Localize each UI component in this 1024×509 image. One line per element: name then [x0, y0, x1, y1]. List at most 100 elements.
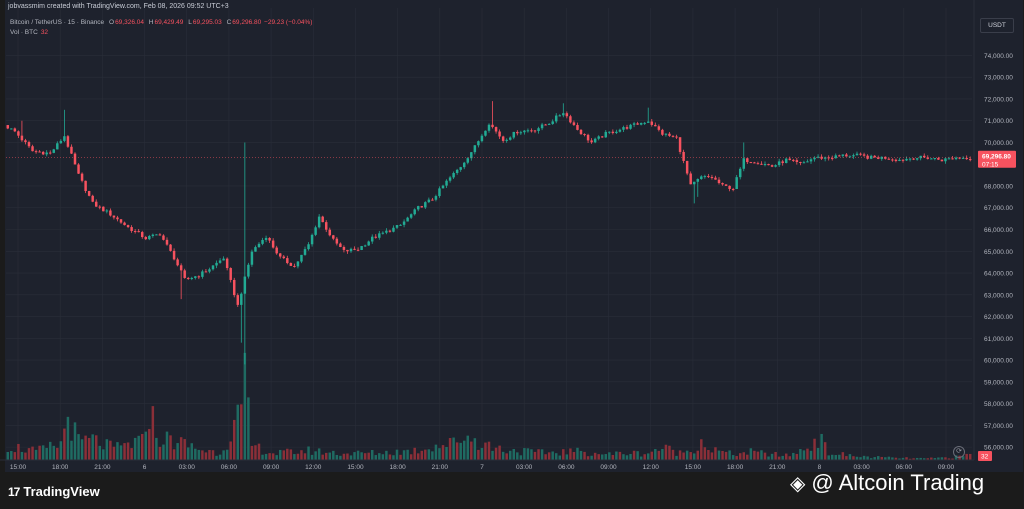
candle-body	[144, 237, 148, 240]
volume-bar	[915, 457, 919, 460]
y-tick-label: 58,000.00	[984, 401, 1013, 408]
candle-body	[45, 152, 48, 155]
y-tick-label: 73,000.00	[984, 75, 1013, 82]
candle-body	[583, 134, 586, 136]
chart-pane[interactable]	[5, 0, 1023, 472]
volume-bar	[399, 454, 402, 460]
candle-body	[494, 127, 498, 132]
candle-body	[915, 158, 919, 160]
volume-bar	[484, 442, 487, 460]
volume-bar	[201, 450, 204, 460]
candle-body	[41, 151, 45, 155]
volume-bar	[48, 441, 52, 460]
candle-body	[940, 159, 944, 162]
volume-bar	[34, 449, 38, 460]
candle-body	[523, 130, 526, 133]
candle-body	[140, 232, 144, 238]
candle-body	[392, 227, 395, 232]
candle-body	[692, 181, 696, 185]
candle-body	[661, 129, 664, 135]
candle-body	[126, 225, 130, 228]
volume-bar	[349, 455, 353, 460]
volume-bar	[186, 447, 190, 460]
volume-bar	[441, 445, 445, 460]
volume-label[interactable]: Vol · BTC	[10, 29, 38, 36]
volume-bar	[261, 454, 264, 460]
volume-bar	[855, 456, 859, 460]
volume-bar	[643, 454, 646, 460]
tradingview-logo[interactable]: 17 TradingView	[8, 484, 100, 499]
candle-body	[954, 157, 958, 160]
volume-bar	[77, 434, 80, 460]
candle-body	[922, 155, 926, 158]
candle-body	[63, 136, 66, 141]
volume-bar	[901, 457, 905, 460]
volume-bar	[332, 450, 335, 460]
candle-body	[402, 221, 406, 225]
candle-body	[349, 248, 353, 252]
candle-body	[487, 124, 491, 131]
candle-body	[353, 248, 356, 250]
y-tick-label: 72,000.00	[984, 96, 1013, 103]
volume-bar	[66, 416, 70, 460]
volume-bar	[424, 449, 427, 460]
candle-body	[834, 155, 838, 159]
chart-credit: jobvassmim created with TradingView.com,…	[8, 3, 229, 10]
volume-bar	[123, 443, 126, 460]
candle-body	[52, 149, 56, 153]
volume-bar	[225, 449, 229, 460]
volume-bar	[813, 438, 816, 460]
candle-body	[360, 246, 363, 250]
candle-body	[668, 133, 671, 136]
y-tick-label: 70,000.00	[984, 140, 1013, 147]
candle-body	[777, 161, 781, 166]
candle-body	[788, 158, 792, 160]
candle-body	[176, 259, 179, 266]
candle-body	[830, 158, 834, 160]
volume-bar	[17, 443, 20, 460]
volume-bar	[671, 449, 675, 460]
change-value: −29.23 (−0.04%)	[264, 19, 313, 26]
volume-bar	[554, 453, 558, 460]
candle-body	[795, 160, 799, 163]
candle-body	[654, 124, 657, 127]
x-tick-label: 15:00	[347, 464, 364, 471]
candle-body	[480, 135, 484, 142]
volume-bar	[965, 453, 968, 460]
volume-bar	[137, 435, 140, 460]
volume-bar	[615, 451, 618, 460]
candle-body	[887, 158, 891, 160]
last-price-label: 69,296.80	[982, 153, 1011, 160]
candle-body	[388, 230, 392, 232]
volume-bar	[770, 453, 774, 460]
volume-bar	[579, 450, 583, 460]
candle-body	[116, 217, 119, 220]
volume-bar	[668, 445, 671, 460]
candle-body	[873, 155, 876, 158]
candle-body	[519, 132, 523, 134]
x-tick-label: 18:00	[727, 464, 744, 471]
volume-bar	[409, 454, 413, 460]
volume-bar	[257, 443, 261, 460]
volume-bar	[859, 457, 862, 460]
volume-bar	[102, 449, 105, 460]
time-axis: 15:00 18:00 21:00 6 03:00 06:00 09:00 12:00 15:0…	[0, 459, 974, 471]
symbol-label[interactable]: Bitcoin / TetherUS · 15 · Binance	[10, 19, 105, 26]
volume-bar	[278, 449, 282, 460]
currency-button[interactable]: USDT	[980, 18, 1014, 33]
last-price-badge	[978, 150, 1016, 168]
volume-bar	[746, 454, 749, 460]
volume-bar	[158, 446, 162, 460]
volume-value: 32	[40, 29, 49, 36]
refresh-icon[interactable]: ⟳	[953, 446, 965, 458]
volume-bar	[87, 437, 91, 460]
candle-body	[600, 136, 604, 138]
candle-body	[328, 229, 332, 236]
candle-body	[232, 279, 236, 296]
y-tick-label: 74,000.00	[984, 53, 1013, 60]
volume-bar	[583, 451, 586, 460]
volume-bar	[784, 453, 788, 460]
volume-bar	[816, 447, 820, 460]
